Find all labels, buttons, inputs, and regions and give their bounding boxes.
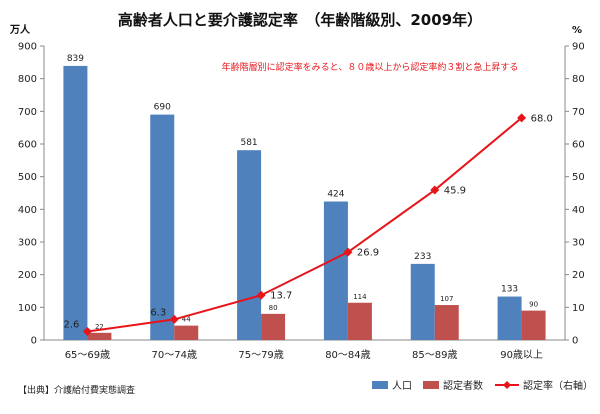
left-tick-label: 500 xyxy=(18,172,37,183)
legend-label-population: 人口 xyxy=(392,380,412,392)
left-tick-label: 300 xyxy=(18,238,37,249)
population-bar xyxy=(63,65,88,340)
population-value-label: 839 xyxy=(67,54,84,64)
left-tick-label: 200 xyxy=(18,270,37,281)
certified-value-label: 90 xyxy=(529,301,538,309)
certified-bar xyxy=(521,310,546,340)
rate-point xyxy=(82,327,92,337)
certified-value-label: 114 xyxy=(353,293,367,301)
left-tick-label: 700 xyxy=(18,107,37,118)
legend-swatch-population xyxy=(372,381,388,389)
left-axis-unit: 万人 xyxy=(9,23,31,36)
right-tick-label: 60 xyxy=(572,140,585,151)
right-tick-label: 70 xyxy=(572,107,585,118)
rate-point xyxy=(343,247,353,257)
legend-swatch-certified xyxy=(423,381,439,389)
right-tick-label: 50 xyxy=(572,172,585,183)
population-value-label: 424 xyxy=(327,189,344,199)
population-bar xyxy=(410,263,435,340)
rate-line xyxy=(87,117,523,333)
population-value-label: 233 xyxy=(414,252,431,262)
rate-point xyxy=(517,113,527,123)
certified-value-label: 107 xyxy=(440,295,453,303)
left-tick-label: 600 xyxy=(18,140,37,151)
right-tick-label: 80 xyxy=(572,74,585,85)
population-bar xyxy=(237,150,262,340)
bars xyxy=(63,65,546,340)
right-axis-unit: % xyxy=(572,25,582,36)
certified-bar xyxy=(87,332,112,340)
rate-value-label: 26.9 xyxy=(357,248,379,259)
right-tick-label: 10 xyxy=(572,303,585,314)
right-tick-label: 30 xyxy=(572,238,585,249)
certified-value-label: 22 xyxy=(95,323,104,331)
certified-bar xyxy=(174,325,199,340)
rate-value-label: 6.3 xyxy=(150,307,166,318)
right-tick-label: 90 xyxy=(572,42,585,53)
rate-value-label: 13.7 xyxy=(270,291,292,302)
rate-value-label: 2.6 xyxy=(64,320,80,331)
certified-bar xyxy=(261,313,286,340)
legend-label-certified: 認定者数 xyxy=(443,379,483,392)
population-bar xyxy=(497,296,522,340)
x-labels: 65～69歳 70～74歳 75～79歳 80～84歳 85～89歳 90歳以上 xyxy=(65,349,543,361)
rate-point xyxy=(256,290,266,300)
source-note: 【出典】介護給付費実態調査 xyxy=(18,384,135,396)
category-label: 80～84歳 xyxy=(325,349,370,361)
population-value-label: 581 xyxy=(240,138,257,148)
line-layer: 2.6 6.3 13.7 26.9 45.9 68.0 xyxy=(64,113,553,337)
right-tick-label: 0 xyxy=(572,336,578,347)
category-label: 65～69歳 xyxy=(65,349,110,361)
certified-value-label: 80 xyxy=(269,304,278,312)
bar-labels: 839 22 690 44 581 80 424 114 233 107 133 90 xyxy=(67,54,538,331)
left-tick-label: 800 xyxy=(18,74,37,85)
chart-title: 高齢者人口と要介護認定率 （年齢階級別、2009年） xyxy=(118,11,482,29)
rate-value-label: 45.9 xyxy=(444,186,466,197)
category-label: 75～79歳 xyxy=(238,349,283,361)
rate-value-label: 68.0 xyxy=(531,113,553,124)
axes: 0 100 200 300 400 500 600 700 800 900 0 10 20 30 40 50 6… xyxy=(18,42,585,347)
category-label: 90歳以上 xyxy=(500,349,543,361)
right-tick-label: 40 xyxy=(572,205,585,216)
population-bar xyxy=(150,114,175,340)
left-tick-label: 100 xyxy=(18,303,37,314)
category-label: 70～74歳 xyxy=(152,349,197,361)
certified-value-label: 44 xyxy=(182,316,191,324)
population-value-label: 690 xyxy=(154,103,171,113)
right-tick-label: 20 xyxy=(572,270,585,281)
category-label: 85～89歳 xyxy=(412,349,457,361)
left-tick-label: 0 xyxy=(31,336,37,347)
certified-bar xyxy=(434,305,459,340)
rate-point xyxy=(169,314,179,324)
legend: 人口 認定者数 認定率（右軸） xyxy=(372,379,593,392)
legend-swatch-rate-marker xyxy=(503,381,511,389)
left-tick-label: 400 xyxy=(18,205,37,216)
population-bar xyxy=(323,201,348,340)
rate-point xyxy=(430,185,440,195)
chart-annotation: 年齢階層別に認定率をみると、８０歳以上から認定率約３割と急上昇する xyxy=(222,61,519,73)
certified-bar xyxy=(347,302,372,340)
legend-label-rate: 認定率（右軸） xyxy=(523,379,593,392)
left-tick-label: 900 xyxy=(18,42,37,53)
population-value-label: 133 xyxy=(501,285,518,295)
